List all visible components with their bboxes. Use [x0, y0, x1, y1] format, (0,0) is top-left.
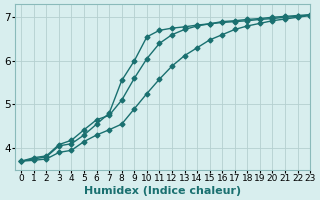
X-axis label: Humidex (Indice chaleur): Humidex (Indice chaleur)	[84, 186, 241, 196]
